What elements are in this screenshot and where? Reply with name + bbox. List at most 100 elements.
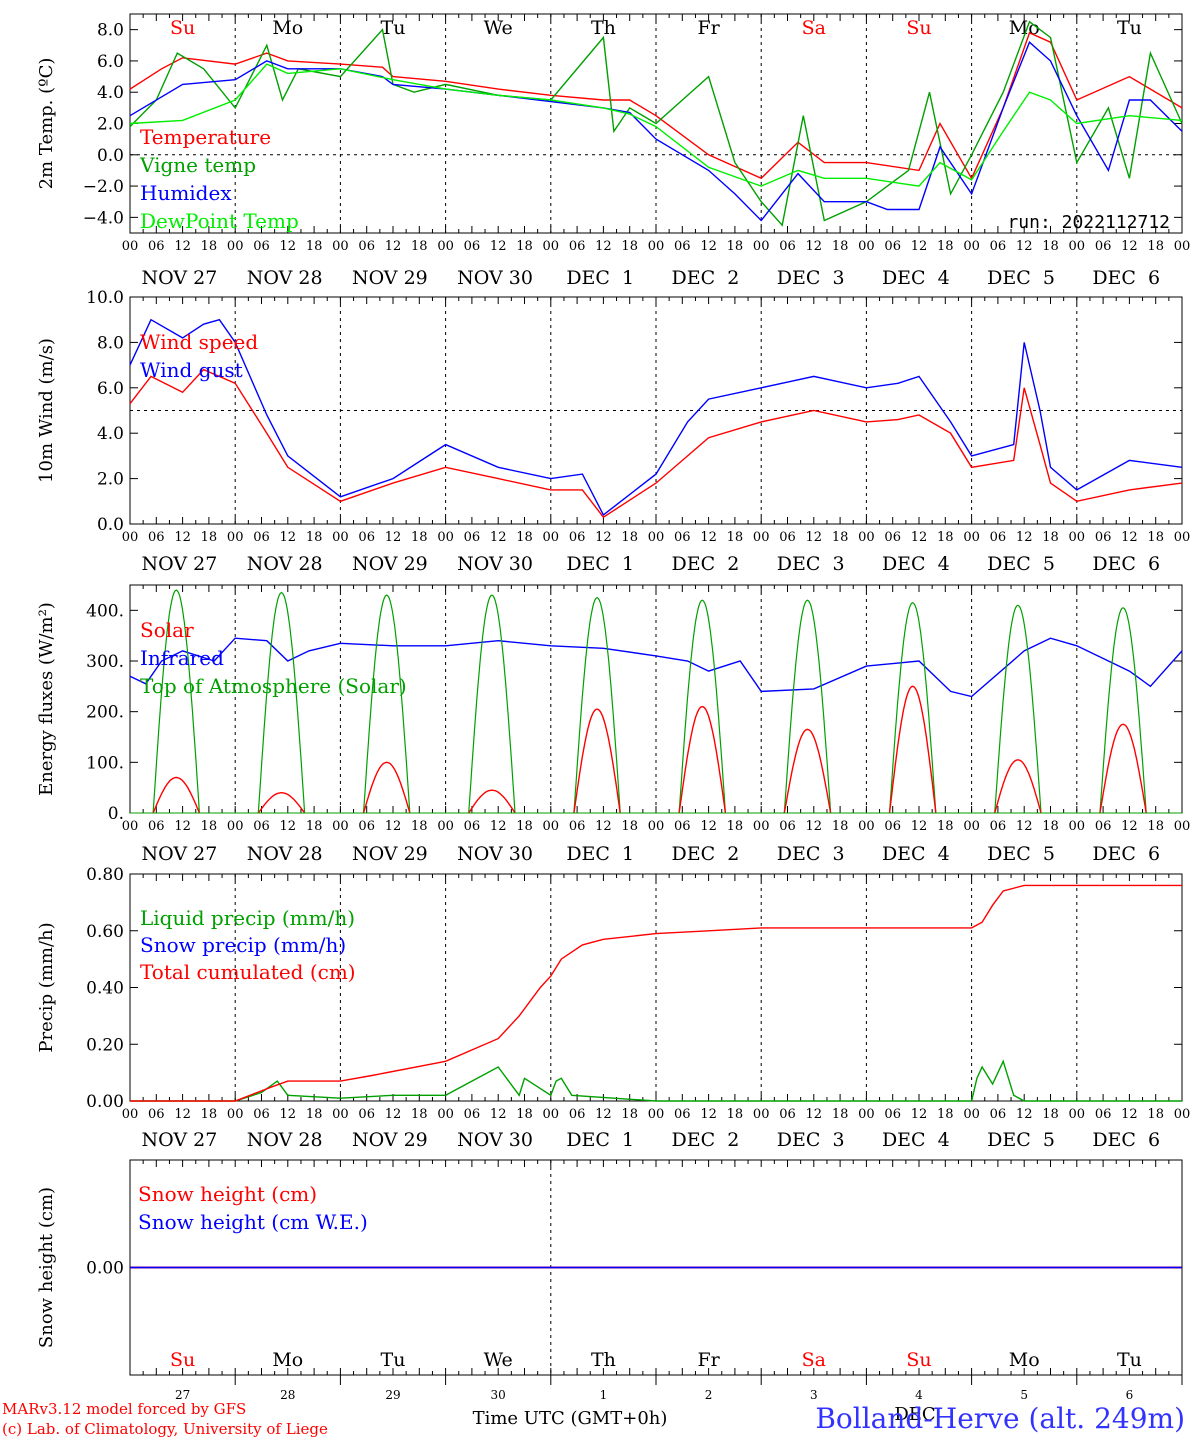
- hour-tick-label: 00: [858, 239, 875, 254]
- hour-tick-label: 06: [358, 1107, 375, 1122]
- date-label: NOV 29: [352, 843, 428, 865]
- hour-tick-label: 12: [1121, 819, 1138, 834]
- y-tick-label: 4.0: [97, 83, 124, 103]
- hour-tick-label: 18: [937, 819, 954, 834]
- hour-tick-label: 18: [1042, 819, 1059, 834]
- day-number-label: 2: [705, 1388, 713, 1402]
- date-label: NOV 28: [247, 843, 323, 865]
- hour-tick-label: 00: [1069, 239, 1086, 254]
- hour-tick-label: 00: [227, 1107, 244, 1122]
- hour-tick-label: 12: [1016, 819, 1033, 834]
- y-tick-label: 0.0: [97, 146, 124, 166]
- toa-solar-curve: [678, 599, 726, 814]
- hour-tick-label: 12: [911, 239, 928, 254]
- hour-tick-label: 12: [174, 1107, 191, 1122]
- day-name-label: Fr: [697, 17, 720, 39]
- y-tick-label: 400.: [86, 601, 124, 621]
- legend-entry: Temperature: [140, 125, 271, 149]
- hour-tick-label: 00: [227, 819, 244, 834]
- legend-entry: Solar: [140, 618, 194, 642]
- y-axis-label: 2m Temp. (ºC): [36, 58, 57, 190]
- hour-tick-label: 18: [306, 530, 323, 545]
- hour-tick-label: 18: [727, 1107, 744, 1122]
- hour-tick-label: 00: [648, 1107, 665, 1122]
- hour-tick-label: 00: [858, 530, 875, 545]
- hour-tick-label: 06: [674, 1107, 691, 1122]
- legend-entry: Vigne temp: [139, 153, 256, 177]
- date-label: DEC 1: [566, 553, 634, 575]
- series-line-0: [129, 368, 1183, 519]
- hour-tick-label: 06: [674, 239, 691, 254]
- hour-tick-label: 06: [148, 239, 165, 254]
- hour-tick-label: 12: [280, 819, 297, 834]
- hour-tick-label: 00: [543, 819, 560, 834]
- date-label: DEC 6: [1092, 553, 1160, 575]
- solar-curve: [994, 759, 1042, 814]
- y-tick-label: 6.0: [97, 379, 124, 399]
- hour-tick-label: 00: [753, 239, 770, 254]
- hour-tick-label: 18: [1147, 1107, 1164, 1122]
- date-label: DEC 1: [566, 267, 634, 289]
- hour-tick-label: 00: [1069, 1107, 1086, 1122]
- hour-tick-label: 06: [884, 1107, 901, 1122]
- hour-tick-label: 18: [411, 819, 428, 834]
- date-label: NOV 27: [142, 1129, 218, 1151]
- hour-tick-label: 12: [911, 819, 928, 834]
- hour-tick-label: 06: [148, 1107, 165, 1122]
- date-label: NOV 27: [142, 843, 218, 865]
- hour-tick-label: 06: [569, 530, 586, 545]
- series-line-3: [129, 63, 1183, 187]
- hour-tick-label: 06: [569, 819, 586, 834]
- y-tick-label: 0.60: [86, 922, 124, 942]
- hour-tick-label: 06: [990, 530, 1007, 545]
- hour-tick-label: 06: [990, 239, 1007, 254]
- legend-entry: Snow height (cm): [138, 1182, 317, 1206]
- y-tick-label: 0.00: [86, 1092, 124, 1112]
- y-tick-label: 200.: [86, 703, 124, 723]
- legend-entry: Wind speed: [140, 330, 258, 354]
- hour-tick-label: 18: [306, 1107, 323, 1122]
- hour-tick-label: 18: [621, 239, 638, 254]
- toa-solar-curve: [468, 594, 516, 814]
- hour-tick-label: 18: [516, 530, 533, 545]
- solar-curve: [362, 761, 411, 814]
- hour-tick-label: 00: [1174, 239, 1191, 254]
- hour-tick-label: 18: [832, 819, 849, 834]
- hour-tick-label: 00: [1069, 530, 1086, 545]
- hour-tick-label: 06: [464, 1107, 481, 1122]
- hour-tick-label: 12: [490, 530, 507, 545]
- solar-curve: [678, 705, 727, 814]
- date-label: NOV 30: [457, 1129, 533, 1151]
- hour-tick-label: 18: [516, 819, 533, 834]
- date-label: NOV 27: [142, 267, 218, 289]
- day-number-label: 6: [1126, 1388, 1134, 1402]
- date-label: DEC 4: [882, 553, 950, 575]
- hour-tick-label: 00: [1069, 819, 1086, 834]
- day-name-label: Fr: [697, 1349, 720, 1371]
- y-tick-label: 300.: [86, 652, 124, 672]
- hour-tick-label: 12: [385, 239, 402, 254]
- hour-tick-label: 00: [648, 239, 665, 254]
- hour-tick-label: 12: [174, 239, 191, 254]
- hour-tick-label: 06: [148, 819, 165, 834]
- day-name-label: Tu: [381, 1349, 406, 1371]
- hour-tick-label: 12: [806, 1107, 823, 1122]
- date-label: DEC 2: [672, 1129, 740, 1151]
- day-name-label: Th: [591, 17, 616, 39]
- hour-tick-label: 18: [937, 530, 954, 545]
- date-label: DEC 5: [987, 843, 1055, 865]
- solar-curve: [257, 791, 306, 814]
- day-name-label: Su: [170, 1349, 195, 1371]
- y-tick-label: 2.0: [97, 115, 124, 135]
- legend-entry: Top of Atmosphere (Solar): [140, 674, 407, 698]
- date-label: DEC 3: [777, 843, 845, 865]
- date-label: DEC 3: [777, 1129, 845, 1151]
- solar-curve: [152, 776, 201, 814]
- day-name-label: Tu: [381, 17, 406, 39]
- hour-tick-label: 00: [543, 530, 560, 545]
- hour-tick-label: 18: [201, 1107, 218, 1122]
- y-axis-label: Snow height (cm): [36, 1187, 57, 1348]
- y-tick-label: 4.0: [97, 424, 124, 444]
- y-tick-label: 0.80: [86, 865, 124, 885]
- hour-tick-label: 12: [595, 530, 612, 545]
